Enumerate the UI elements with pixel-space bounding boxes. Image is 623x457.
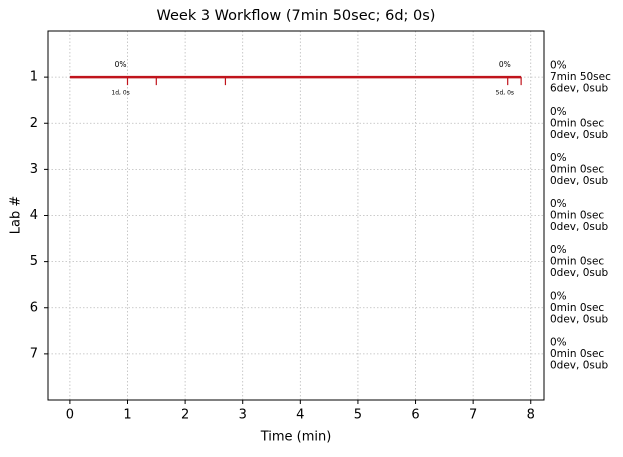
y-tick-label: 4 [30, 208, 38, 223]
lab-summary: 0min 0sec [550, 348, 604, 360]
lab-summary: 0% [550, 336, 567, 348]
lab-summary: 7min 50sec [550, 71, 611, 83]
lab-summary: 0% [550, 290, 567, 302]
annotation: 0% [499, 60, 511, 69]
lab-summary: 0min 0sec [550, 256, 604, 268]
annotation: 5d, 0s [496, 90, 514, 97]
lab-summary: 0% [550, 60, 567, 72]
x-tick-label: 8 [527, 408, 535, 423]
lab-summary: 0min 0sec [550, 117, 604, 129]
lab-summary: 0min 0sec [550, 210, 604, 222]
lab-summary: 0% [550, 152, 567, 164]
lab-summary: 0dev, 0sub [550, 175, 609, 187]
annotation: 1d, 0s [111, 90, 129, 97]
lab-summary: 0dev, 0sub [550, 129, 609, 141]
x-tick-label: 5 [354, 408, 362, 423]
y-tick-label: 3 [30, 162, 38, 177]
x-tick-label: 3 [239, 408, 247, 423]
annotation: 0% [115, 60, 127, 69]
lab-summary: 6dev, 0sub [550, 83, 609, 95]
lab-summary: 0% [550, 106, 567, 118]
plot-frame [47, 30, 545, 401]
x-axis-label: Time (min) [260, 430, 332, 445]
x-tick-label: 4 [296, 408, 304, 423]
chart-title: Week 3 Workflow (7min 50sec; 6d; 0s) [157, 8, 436, 24]
lab-summary: 0dev, 0sub [550, 221, 609, 233]
lab-summary: 0min 0sec [550, 163, 604, 175]
y-tick-label: 5 [30, 254, 38, 269]
lab-summary: 0dev, 0sub [550, 267, 609, 279]
x-tick-label: 7 [469, 408, 477, 423]
lab-summary: 0% [550, 198, 567, 210]
x-tick-label: 0 [66, 408, 74, 423]
y-tick-label: 6 [30, 300, 38, 315]
y-axis-label: Lab # [9, 196, 24, 235]
y-tick-label: 7 [30, 346, 38, 361]
y-tick-label: 2 [30, 116, 38, 131]
lab-summary: 0dev, 0sub [550, 313, 609, 325]
x-tick-label: 1 [123, 408, 131, 423]
x-tick-label: 6 [411, 408, 419, 423]
lab-summary: 0min 0sec [550, 302, 604, 314]
y-tick-label: 1 [30, 70, 38, 85]
lab-summary: 0dev, 0sub [550, 359, 609, 371]
x-tick-label: 2 [181, 408, 189, 423]
lab-summary: 0% [550, 244, 567, 256]
